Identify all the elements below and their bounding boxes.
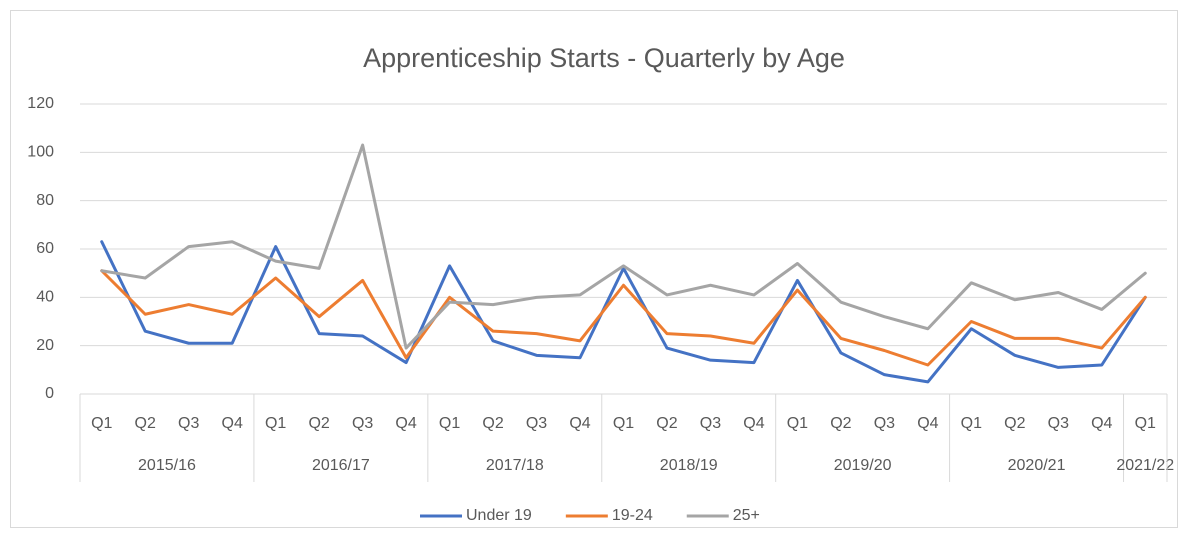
- x-tick-label: Q3: [1048, 415, 1069, 432]
- y-tick-label: 60: [36, 240, 54, 257]
- x-tick-label: Q2: [830, 415, 851, 432]
- x-tick-label: Q4: [1091, 415, 1112, 432]
- y-tick-label: 80: [36, 192, 54, 209]
- chart-title: Apprenticeship Starts - Quarterly by Age: [363, 43, 845, 73]
- group-label: 2018/19: [660, 457, 718, 474]
- x-tick-label: Q3: [700, 415, 721, 432]
- x-tick-label: Q4: [569, 415, 590, 432]
- y-tick-label: 100: [27, 144, 54, 161]
- x-tick-label: Q1: [787, 415, 808, 432]
- x-tick-label: Q2: [135, 415, 156, 432]
- x-tick-label: Q1: [961, 415, 982, 432]
- x-tick-label: Q3: [352, 415, 373, 432]
- group-label: 2021/22: [1116, 457, 1174, 474]
- group-label: 2020/21: [1008, 457, 1066, 474]
- legend-label: 19-24: [612, 507, 653, 524]
- x-tick-label: Q3: [526, 415, 547, 432]
- x-tick-label: Q3: [178, 415, 199, 432]
- x-tick-label: Q1: [1135, 415, 1156, 432]
- x-tick-label: Q2: [308, 415, 329, 432]
- group-label: 2017/18: [486, 457, 544, 474]
- legend-label: 25+: [733, 507, 760, 524]
- y-tick-label: 120: [27, 95, 54, 112]
- x-tick-label: Q4: [222, 415, 243, 432]
- chart-frame: [10, 10, 1178, 528]
- x-tick-label: Q3: [874, 415, 895, 432]
- x-tick-label: Q4: [743, 415, 764, 432]
- x-tick-label: Q1: [439, 415, 460, 432]
- x-tick-label: Q4: [917, 415, 938, 432]
- x-tick-label: Q2: [1004, 415, 1025, 432]
- x-tick-label: Q4: [395, 415, 416, 432]
- x-tick-label: Q2: [656, 415, 677, 432]
- x-tick-label: Q1: [613, 415, 634, 432]
- y-tick-label: 20: [36, 337, 54, 354]
- legend-label: Under 19: [466, 507, 532, 524]
- y-tick-label: 0: [45, 385, 54, 402]
- x-tick-label: Q2: [482, 415, 503, 432]
- group-label: 2019/20: [834, 457, 892, 474]
- y-tick-label: 40: [36, 289, 54, 306]
- series-line: [100, 269, 1147, 367]
- x-tick-label: Q1: [91, 415, 112, 432]
- series-line: [100, 143, 1147, 350]
- series-line: [100, 240, 1147, 384]
- group-label: 2015/16: [138, 457, 196, 474]
- x-tick-label: Q1: [265, 415, 286, 432]
- group-label: 2016/17: [312, 457, 370, 474]
